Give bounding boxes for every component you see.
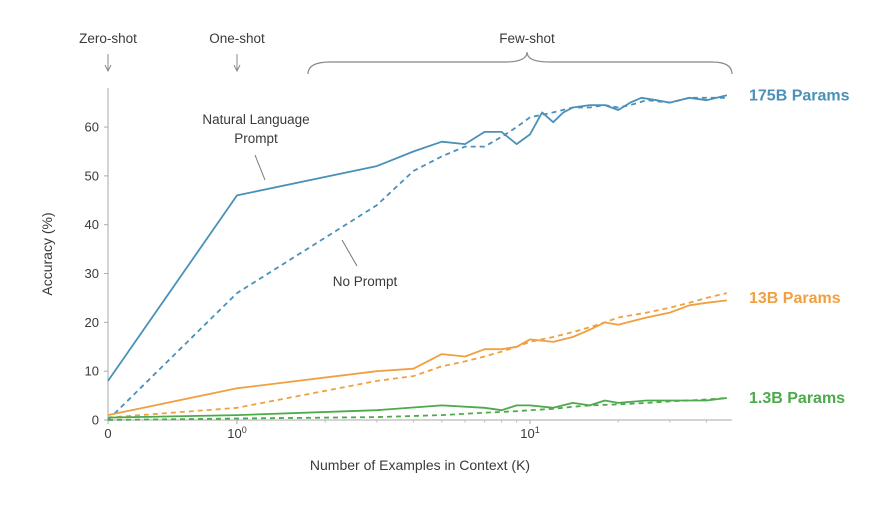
y-tick-label: 0	[92, 413, 99, 428]
y-tick-label: 60	[85, 120, 99, 135]
x-tick-label: 0	[104, 426, 111, 441]
x-tick-label: 101	[520, 425, 539, 441]
x-axis-ticks: 0 100 101	[104, 420, 707, 441]
series-line-13b-params-solid	[107, 299, 728, 416]
y-tick-label: 10	[85, 364, 99, 379]
one-shot-arrowhead	[233, 64, 241, 73]
annotation-leader-lines	[254, 154, 358, 267]
y-tick-label: 30	[85, 266, 99, 281]
y-tick-label: 40	[85, 217, 99, 232]
natural-language-prompt-annotation-line1: Natural Language	[202, 112, 309, 127]
series-label-13b-params: 13B Params	[749, 290, 841, 307]
axes	[107, 88, 732, 421]
series-line-175b-params-solid	[107, 94, 728, 382]
x-tick-label: 100	[227, 425, 246, 441]
zero-shot-arrowhead	[104, 64, 112, 73]
one-shot-label: One-shot	[209, 31, 265, 46]
regime-arrows-and-brace	[104, 51, 733, 75]
no-prompt-annotation: No Prompt	[333, 274, 398, 289]
series-label-1-3b-params: 1.3B Params	[749, 390, 845, 407]
x-axis-label: Number of Examples in Context (K)	[310, 457, 530, 473]
series-labels: 175B Params 13B Params 1.3B Params	[749, 87, 850, 407]
series-line-1-3b-params-solid	[107, 397, 728, 419]
y-tick-label: 50	[85, 168, 99, 183]
zero-shot-label: Zero-shot	[79, 31, 137, 46]
series-line-13b-params-dashed	[107, 292, 728, 419]
y-axis-label: Accuracy (%)	[39, 212, 55, 295]
series-line-175b-params-dashed	[107, 96, 727, 421]
natural-language-leader-line	[254, 154, 266, 181]
few-shot-brace	[307, 51, 733, 75]
natural-language-prompt-annotation-line2: Prompt	[234, 131, 278, 146]
series-label-175b-params: 175B Params	[749, 87, 850, 104]
y-tick-label: 20	[85, 315, 99, 330]
no-prompt-leader-line	[341, 239, 358, 267]
series-line-1-3b-params-dashed	[107, 397, 727, 421]
y-axis-ticks: 0 10 20 30 40 50 60	[85, 120, 108, 428]
series-lines	[107, 94, 728, 421]
few-shot-label: Few-shot	[499, 31, 555, 46]
